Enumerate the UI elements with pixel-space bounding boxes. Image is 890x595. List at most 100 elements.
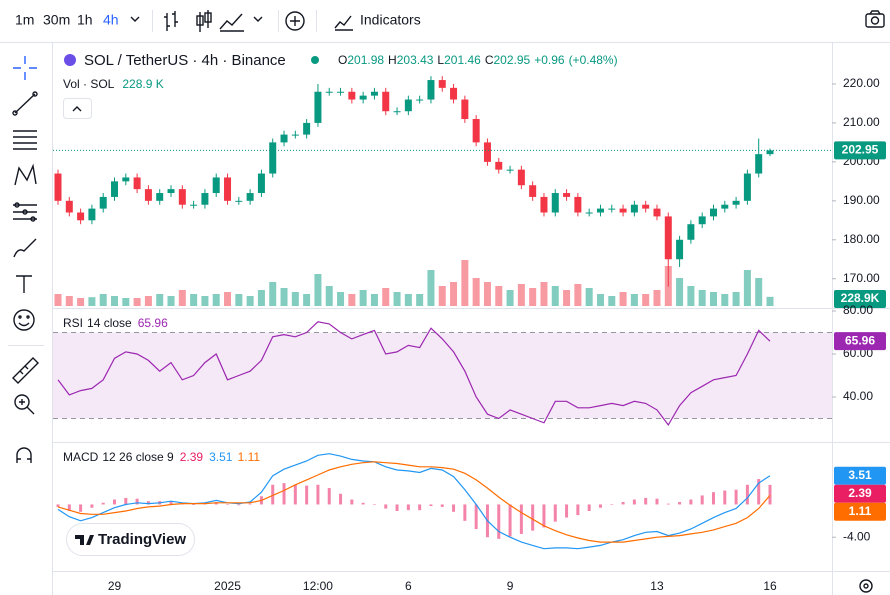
volume-bar [382,288,390,306]
candle-body [743,173,751,201]
ohlc-value: 203.43 [397,53,434,67]
y-tick-label: 220.00 [843,76,880,90]
candle-body [303,122,311,135]
candle-body [416,99,424,101]
candle-body [291,134,299,136]
volume-bar [495,286,503,306]
fib-tool[interactable] [13,130,37,150]
zoom-tool[interactable] [14,394,35,415]
macd-histogram-bar [655,498,659,505]
candle-body [224,177,232,201]
bar-style-icon[interactable] [164,11,178,31]
macd-histogram-bar [678,501,682,505]
volume-bar [721,294,729,306]
candle-body [359,95,367,100]
last-price-label: 202.95 [842,143,879,157]
candle-body [280,134,288,143]
volume-label-box [834,290,886,308]
macd-histogram-bar [169,501,173,505]
histogram-value-label: 2.39 [848,486,872,500]
brush-tool[interactable] [13,238,37,258]
candle-body [325,91,333,93]
ohlc-label: H [388,53,397,67]
pattern-tool[interactable] [14,163,37,186]
candle-body [370,91,378,96]
volume-bar [393,292,401,306]
volume-bar [314,274,322,306]
crosshair-tool[interactable] [13,56,37,80]
volume-bar [427,270,435,306]
collapse-button[interactable] [63,98,92,119]
macd-histogram-bar [293,484,297,505]
volume-bar [743,270,751,306]
area-style-icon[interactable] [219,13,244,32]
candle-body [99,196,107,209]
x-tick-label: 2025 [214,579,241,593]
ohlc-legend: O201.98 H203.43 L201.46 C202.95 +0.96 (+0.48%… [338,53,618,67]
volume-bar [653,290,661,306]
volume-bar [619,292,627,306]
macd-histogram-bar [440,504,444,507]
volume-bar [416,294,424,306]
candle-body [144,189,152,201]
macd-histogram-bar [542,504,546,528]
candle-style-icon[interactable] [196,10,212,32]
candle-body [111,181,119,197]
volume-bar [461,260,469,306]
candle-body [642,204,650,209]
histogram-value-label-box [834,484,886,503]
interval-button[interactable]: 1h [77,12,93,28]
camera-icon[interactable] [865,10,885,28]
collapse-icon[interactable] [72,106,82,112]
candle-body [269,142,277,174]
emoji-tool[interactable] [13,309,35,331]
candle-body [630,204,638,213]
macd-histogram-bar [395,504,399,512]
interval-menu[interactable] [130,16,140,22]
candle-body [721,204,729,209]
candle-body [88,208,96,221]
interval-button[interactable]: 30m [43,12,70,28]
text-tool[interactable] [16,275,32,293]
add-button[interactable] [285,11,305,31]
volume-bar [303,294,311,306]
symbol-legend: SOL / TetherUS · 4h · Binance [84,52,286,69]
x-tick-label: 9 [507,579,514,593]
x-tick-label: 16 [763,579,777,593]
settings-icon[interactable] [859,579,873,593]
macd-histogram-bar [644,497,648,505]
candle-body [574,196,582,213]
volume-bar [630,294,638,306]
candle-body [483,142,491,162]
interval-button[interactable]: 1m [15,12,34,28]
macd-histogram-bar [565,504,569,518]
candle-body [529,185,537,197]
indicators-button[interactable]: Indicators [360,12,421,28]
macd-histogram-bar [316,484,320,505]
volume-value: 228.9 K [122,77,163,91]
volume-bar [246,296,254,306]
volume-bar [574,284,582,306]
rsi-legend: RSI 14 close 65.96 [63,316,168,330]
macd-histogram-bar [56,504,60,507]
trend-line-tool[interactable] [12,91,38,116]
candle-body [653,208,661,217]
volume-bar [122,298,130,306]
ohlc-label: L [437,53,444,67]
indicators-icon[interactable] [334,15,353,31]
style-menu[interactable] [253,16,263,22]
projection-tool[interactable] [13,202,37,222]
macd-histogram-bar [576,504,580,516]
candle-body [766,150,774,155]
magnet-tool[interactable] [16,447,32,463]
macd-histogram-bar [621,501,625,505]
change-pct: (+0.48%) [569,53,618,67]
ohlc-value: 201.98 [347,53,384,67]
interval-button[interactable]: 4h [103,12,119,28]
candle-body [450,87,458,100]
candle-body [709,208,717,217]
volume-bar [755,278,763,306]
volume-bar [224,292,232,306]
ruler-tool[interactable] [12,357,39,384]
volume-bar [698,290,706,306]
